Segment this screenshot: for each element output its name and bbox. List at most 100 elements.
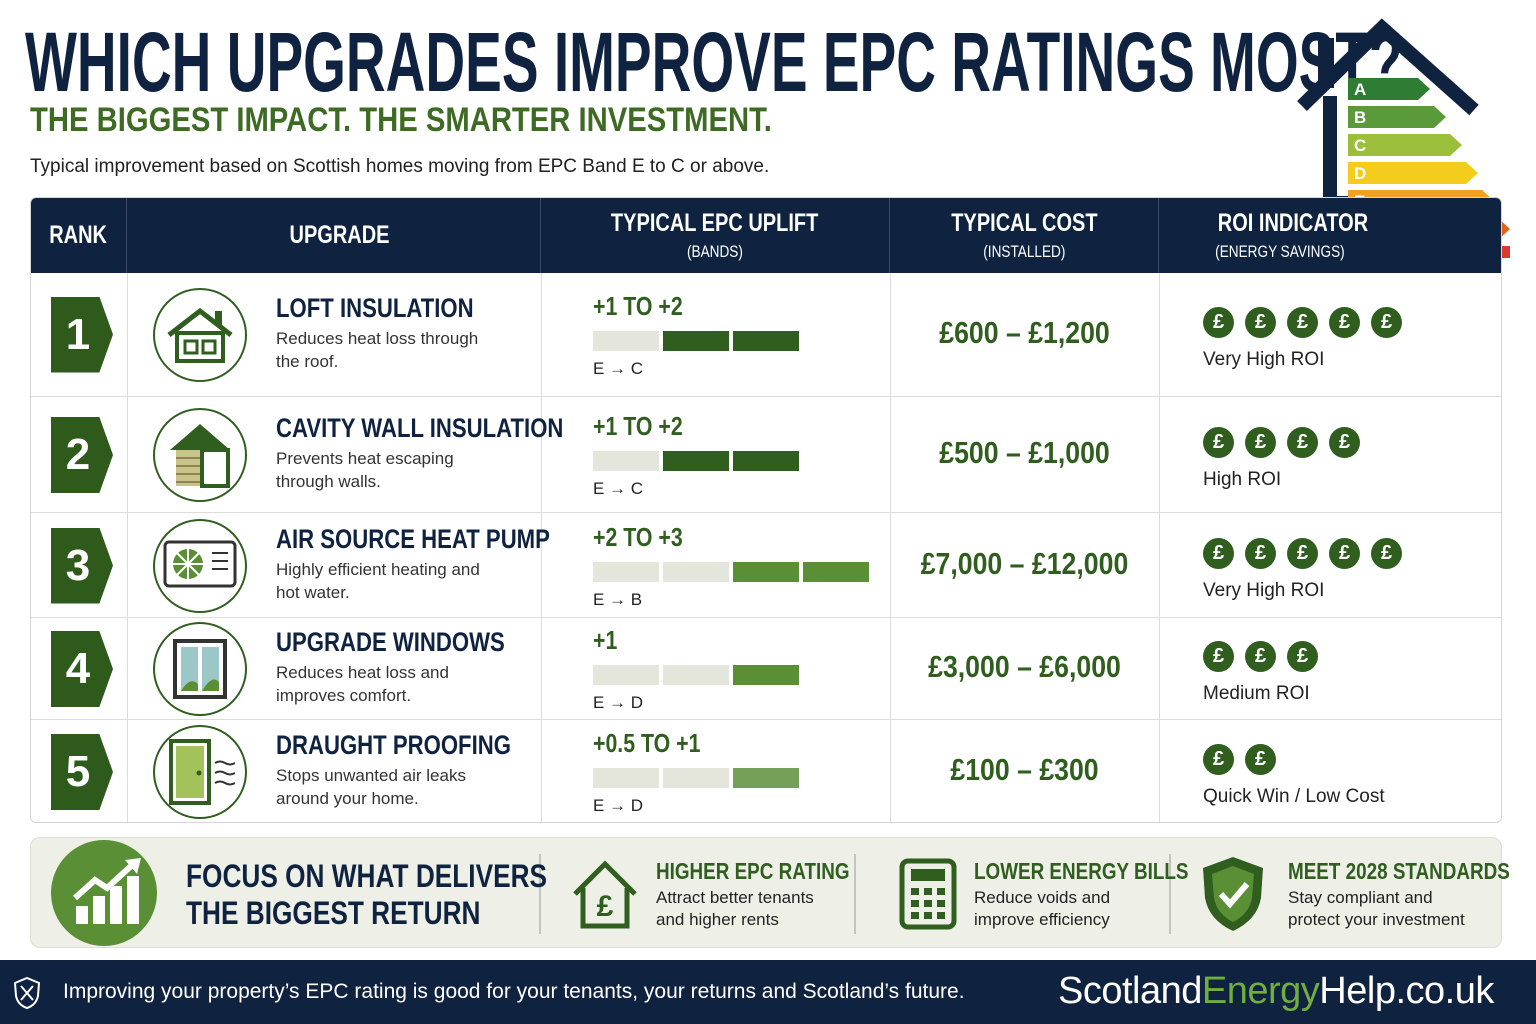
brand-part: Help [1319, 970, 1396, 1012]
coin-symbol: £ [1212, 431, 1225, 453]
band-change: E → D [593, 796, 644, 815]
uplift-bar-empty [663, 768, 729, 788]
benefit-title: LOWER ENERGY BILLS [974, 858, 1189, 884]
uplift-bar-filled [733, 330, 799, 351]
shield-icon [1203, 857, 1263, 931]
title: WHICH UPGRADES IMPROVE EPC RATINGS MOST? [25, 15, 1403, 109]
table: RANK UPGRADE TYPICAL EPC UPLIFT (BANDS) TYPI… [30, 197, 1502, 823]
upgrade-icon [153, 408, 247, 502]
epc-band: A [1348, 78, 1430, 100]
upgrade-name: LOFT INSULATION [276, 292, 474, 323]
upgrade-name: CAVITY WALL INSULATION [276, 413, 564, 443]
rank-badge: 3 [51, 527, 113, 604]
cost: £100 – £300 [950, 752, 1099, 787]
coin-symbol: £ [1254, 541, 1267, 564]
subtitle: THE BIGGEST IMPACT. THE SMARTER INVESTME… [30, 101, 772, 139]
roi-label: Quick Win / Low Cost [1203, 786, 1385, 807]
column-divider [890, 273, 891, 822]
roi-coin: £ [1245, 537, 1276, 569]
coin-symbol: £ [1212, 310, 1225, 333]
band-change: E → D [593, 693, 644, 712]
column-divider [1159, 273, 1160, 822]
focus-line: THE BIGGEST RETURN [186, 895, 481, 931]
coin-symbol: £ [1338, 431, 1351, 453]
uplift-bar-empty [593, 768, 659, 788]
uplift-bar-filled [733, 561, 799, 582]
roi-coin: £ [1371, 537, 1402, 569]
band-change: E → C [593, 358, 644, 378]
upgrade-desc: Highly efficient heating and hot water. [276, 559, 480, 602]
roi-label: High ROI [1203, 469, 1282, 490]
uplift-bar-empty [593, 330, 659, 351]
band-change: E → B [593, 589, 643, 609]
epc-letter: C [1354, 136, 1366, 155]
coin-symbol: £ [1380, 541, 1393, 564]
epc-band: C [1348, 134, 1462, 156]
column-divider [127, 273, 128, 822]
rank-badge: 4 [51, 631, 113, 707]
table-row: 5 DRAUGHT PROOFING Stops unwanted air leak… [31, 719, 1501, 822]
brand-part: Energy [1201, 970, 1320, 1012]
rank-badge: 5 [51, 734, 113, 810]
cost: £500 – £1,000 [939, 435, 1110, 470]
table-header: RANK UPGRADE TYPICAL EPC UPLIFT (BANDS) TYPI… [31, 198, 1501, 273]
uplift: +1 TO +2 [593, 290, 683, 321]
footer: Improving your property’s EPC rating is … [0, 960, 1536, 1024]
calculator-icon [899, 858, 957, 930]
uplift-bar-filled [733, 451, 799, 471]
uplift: +0.5 TO +1 [593, 728, 701, 758]
focus-line: FOCUS ON WHAT DELIVERS [186, 858, 548, 894]
coin-symbol: £ [1338, 541, 1351, 564]
epc-letter: B [1354, 108, 1366, 127]
uplift-bar-empty [663, 665, 729, 685]
roi-coin: £ [1203, 427, 1234, 458]
upgrade-desc: Reduces heat loss and improves comfort. [276, 663, 449, 705]
column-header: RANK [31, 198, 127, 273]
roi-coin: £ [1203, 537, 1234, 569]
roi-coin: £ [1203, 744, 1234, 775]
upgrade-name: DRAUGHT PROOFING [276, 730, 511, 760]
epc-arrow [1348, 162, 1478, 184]
uplift-bar-filled [803, 561, 869, 582]
benefit-title: HIGHER EPC RATING [656, 858, 850, 884]
roi-label: Very High ROI [1203, 348, 1325, 370]
roi-coin: £ [1329, 306, 1360, 338]
tagline: Improving your property’s EPC rating is … [63, 980, 965, 1003]
uplift-bar-filled [733, 665, 799, 685]
cost: £3,000 – £6,000 [928, 649, 1121, 684]
epc-arrow [1348, 106, 1446, 128]
note: Typical improvement based on Scottish ho… [30, 156, 770, 177]
header-title: TYPICAL COST [950, 209, 1098, 237]
coin-symbol: £ [1296, 541, 1309, 564]
upgrade-name: AIR SOURCE HEAT PUMP [276, 523, 550, 554]
roi-label: Very High ROI [1203, 579, 1325, 601]
coin-symbol: £ [1212, 748, 1225, 770]
cost: £600 – £1,200 [939, 314, 1110, 350]
roi-coin: £ [1287, 537, 1318, 569]
column-header: TYPICAL EPC UPLIFT (BANDS) [541, 198, 890, 273]
header-title: UPGRADE [289, 221, 390, 249]
cost: £7,000 – £12,000 [920, 545, 1129, 581]
roi-coin: £ [1371, 306, 1402, 338]
header-sub: (INSTALLED) [982, 242, 1066, 261]
upgrade-icon [153, 287, 247, 382]
table-row: 2 CAVITY WALL INSULATION Prevents heat esc… [31, 396, 1501, 512]
uplift-bar-empty [593, 451, 659, 471]
uplift-bar-empty [663, 561, 729, 582]
roi-coin: £ [1203, 641, 1234, 672]
column-header: ROI INDICATOR (ENERGY SAVINGS) [1159, 198, 1501, 273]
upgrade-icon [153, 622, 247, 716]
coin-symbol: £ [1338, 310, 1351, 333]
coin-symbol: £ [1380, 310, 1393, 333]
upgrade-icon [153, 518, 247, 613]
roi-coin: £ [1245, 306, 1276, 338]
coin-symbol: £ [1296, 310, 1309, 333]
column-header: UPGRADE [127, 198, 541, 273]
benefit-title: MEET 2028 STANDARDS [1288, 858, 1510, 884]
upgrade-desc: Stops unwanted air leaks around your hom… [276, 766, 466, 808]
header-title: TYPICAL EPC UPLIFT [611, 209, 819, 237]
coin-symbol: £ [1254, 748, 1267, 770]
uplift-bar-filled [733, 768, 799, 788]
epc-arrow [1348, 78, 1430, 100]
